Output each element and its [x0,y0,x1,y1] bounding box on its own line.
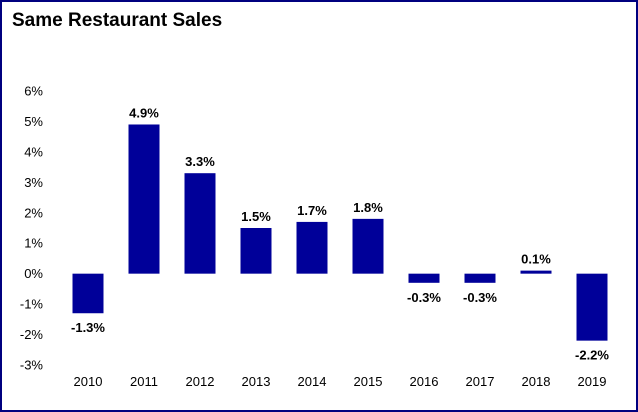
x-tick-label: 2016 [410,374,439,389]
y-tick-label: 3% [24,175,43,190]
data-label: -0.3% [407,290,441,305]
data-label: 1.7% [297,203,327,218]
x-tick-label: 2017 [466,374,495,389]
data-label: -1.3% [71,320,105,335]
y-tick-label: 4% [24,144,43,159]
bar-2019 [576,273,608,341]
bar-2016 [408,273,440,283]
x-tick-label: 2012 [186,374,215,389]
x-tick-label: 2010 [74,374,103,389]
bar-2015 [352,218,384,274]
bar-2017 [464,273,496,283]
y-tick-label: -1% [20,297,44,312]
y-tick-label: 0% [24,266,43,281]
data-label: 0.1% [521,252,551,267]
bar-2013 [240,228,272,274]
bar-2011 [128,124,160,274]
data-label: -2.2% [575,348,609,363]
y-tick-label: 2% [24,205,43,220]
x-tick-label: 2014 [298,374,327,389]
data-label: -0.3% [463,290,497,305]
y-tick-label: 5% [24,114,43,129]
y-tick-label: -3% [20,358,44,373]
y-tick-label: 1% [24,236,43,251]
data-label: 4.9% [129,105,159,120]
x-tick-label: 2013 [242,374,271,389]
y-tick-label: 6% [24,84,43,99]
data-label: 3.3% [185,154,215,169]
x-tick-label: 2015 [354,374,383,389]
y-tick-label: -2% [20,327,44,342]
bar-2018 [520,270,552,274]
chart-title: Same Restaurant Sales [12,10,223,31]
data-label: 1.8% [353,200,383,215]
bar-2012 [184,173,216,274]
x-tick-label: 2018 [522,374,551,389]
x-tick-label: 2011 [130,374,158,389]
data-label: 1.5% [241,209,271,224]
bar-2010 [72,273,104,314]
bar-2014 [296,221,328,274]
x-tick-label: 2019 [578,374,607,389]
